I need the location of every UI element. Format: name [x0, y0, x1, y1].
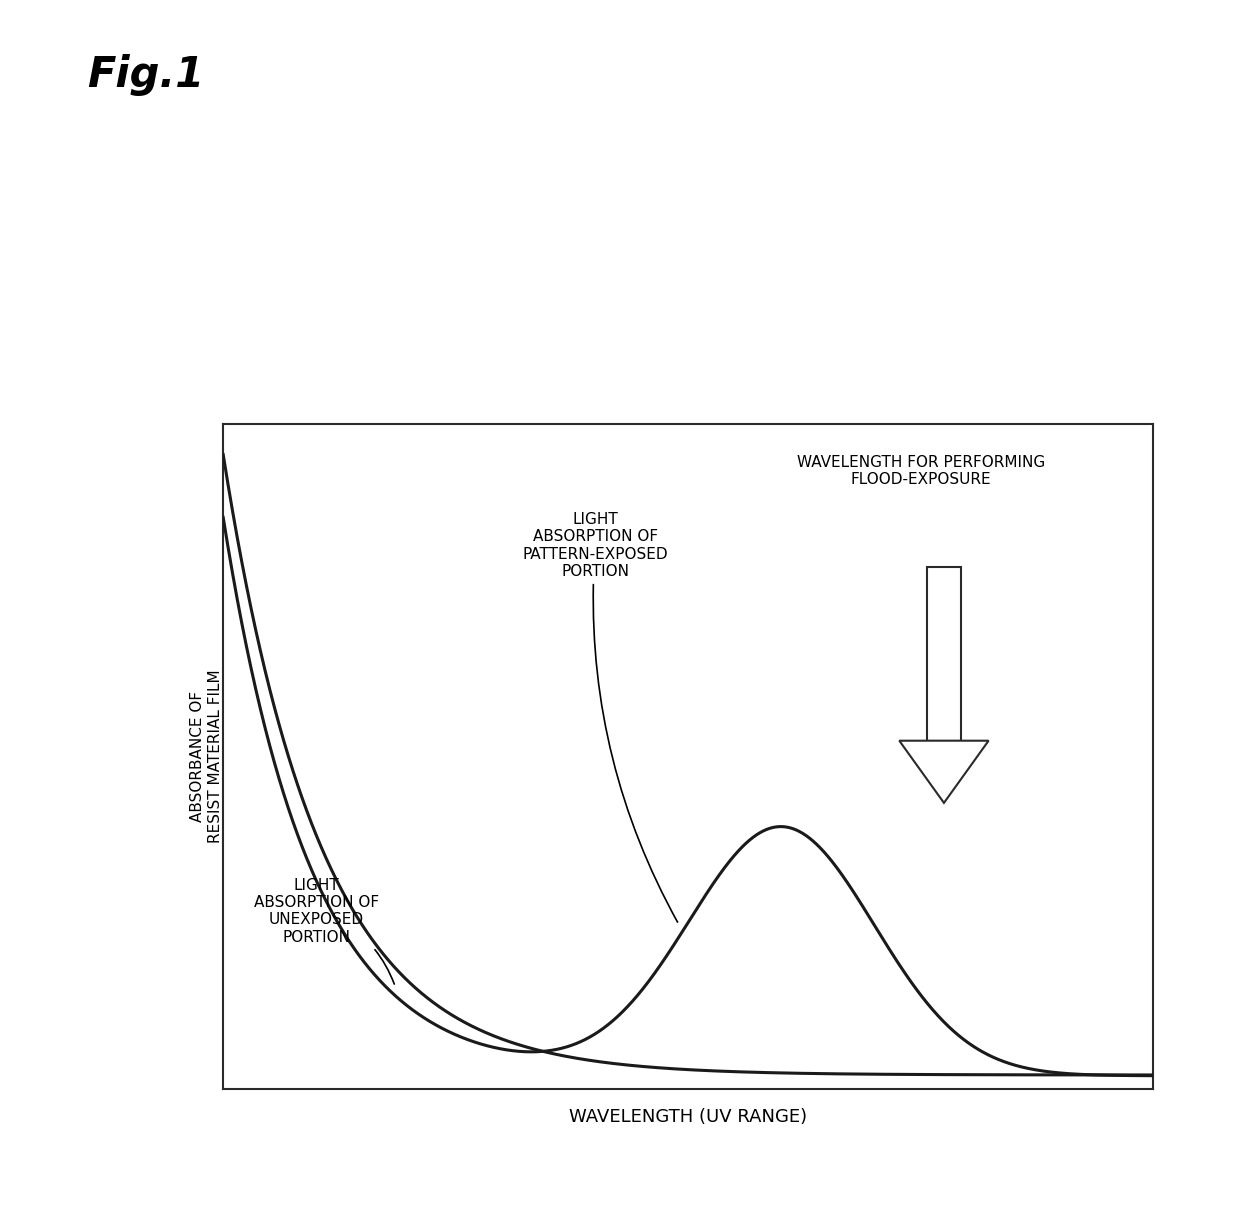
Text: LIGHT
ABSORPTION OF
UNEXPOSED
PORTION: LIGHT ABSORPTION OF UNEXPOSED PORTION	[254, 877, 394, 984]
X-axis label: WAVELENGTH (UV RANGE): WAVELENGTH (UV RANGE)	[569, 1108, 807, 1127]
Text: Fig.1: Fig.1	[87, 54, 205, 97]
Y-axis label: ABSORBANCE OF
RESIST MATERIAL FILM: ABSORBANCE OF RESIST MATERIAL FILM	[190, 669, 223, 843]
Bar	[928, 566, 961, 741]
Text: WAVELENGTH FOR PERFORMING
FLOOD-EXPOSURE: WAVELENGTH FOR PERFORMING FLOOD-EXPOSURE	[796, 455, 1045, 486]
Polygon shape	[899, 741, 988, 803]
Text: LIGHT
ABSORPTION OF
PATTERN-EXPOSED
PORTION: LIGHT ABSORPTION OF PATTERN-EXPOSED PORT…	[522, 512, 677, 922]
